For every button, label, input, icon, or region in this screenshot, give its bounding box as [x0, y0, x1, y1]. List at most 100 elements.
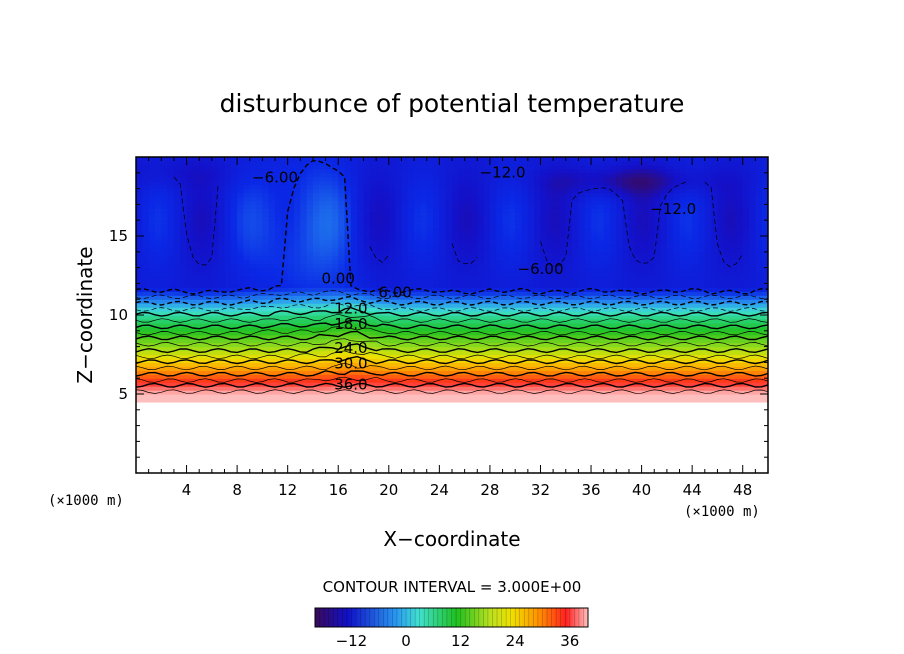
- field-cell: [268, 247, 276, 253]
- field-cell: [521, 394, 529, 399]
- field-cell: [420, 251, 428, 257]
- field-cell: [186, 378, 194, 383]
- field-cell: [515, 239, 523, 245]
- field-cell: [420, 208, 428, 213]
- field-cell: [483, 196, 491, 202]
- field-cell: [350, 216, 358, 221]
- field-cell: [287, 350, 295, 356]
- field-cell: [382, 176, 390, 182]
- field-cell: [294, 283, 301, 288]
- field-cell: [249, 303, 257, 308]
- field-cell: [546, 239, 554, 245]
- field-cell: [300, 239, 308, 245]
- field-cell: [268, 346, 276, 352]
- field-cell: [521, 291, 529, 296]
- field-cell: [628, 295, 636, 300]
- field-cell: [363, 322, 371, 328]
- field-cell: [287, 318, 295, 324]
- field-cell: [275, 176, 282, 182]
- field-cell: [433, 216, 440, 221]
- field-cell: [218, 394, 226, 399]
- field-cell: [426, 350, 434, 356]
- field-cell: [433, 318, 440, 324]
- field-cell: [173, 346, 181, 352]
- field-cell: [591, 299, 598, 304]
- field-cell: [136, 322, 143, 328]
- field-cell: [540, 228, 548, 233]
- field-cell: [148, 164, 156, 170]
- field-cell: [597, 239, 605, 245]
- field-cell: [553, 255, 561, 261]
- field-cell: [433, 196, 440, 202]
- field-cell: [439, 378, 447, 383]
- field-cell: [540, 394, 548, 399]
- field-cell: [464, 275, 472, 281]
- field-cell: [388, 172, 396, 178]
- field-cell: [224, 180, 232, 186]
- field-cell: [180, 228, 188, 233]
- field-cell: [597, 168, 605, 174]
- field-cell: [616, 271, 624, 277]
- field-cell: [192, 255, 200, 261]
- field-cell: [243, 204, 251, 209]
- field-cell: [439, 192, 447, 198]
- field-cell: [610, 311, 617, 316]
- field-cell: [294, 216, 301, 221]
- field-cell: [319, 299, 327, 304]
- field-cell: [420, 342, 428, 348]
- field-cell: [338, 232, 346, 237]
- field-cell: [578, 382, 586, 387]
- field-cell: [186, 283, 194, 288]
- field-cell: [565, 299, 573, 304]
- field-cell: [173, 208, 181, 213]
- field-cell: [331, 263, 339, 269]
- field-cell: [565, 322, 573, 328]
- field-cell: [496, 330, 504, 336]
- field-cell: [319, 220, 327, 225]
- field-cell: [249, 291, 257, 296]
- field-cell: [300, 354, 308, 360]
- field-cell: [249, 362, 257, 367]
- field-cell: [136, 176, 143, 182]
- field-cell: [167, 299, 175, 304]
- field-cell: [616, 291, 624, 296]
- field-cell: [458, 255, 466, 261]
- field-cell: [205, 251, 213, 257]
- field-cell: [230, 315, 238, 320]
- field-cell: [363, 295, 371, 300]
- field-cell: [578, 358, 586, 363]
- field-cell: [433, 366, 440, 371]
- field-cell: [445, 378, 453, 383]
- field-cell: [268, 160, 276, 166]
- field-cell: [294, 346, 301, 352]
- field-cell: [237, 350, 245, 356]
- field-cell: [186, 295, 194, 300]
- field-cell: [584, 176, 592, 182]
- field-cell: [401, 397, 409, 403]
- field-cell: [268, 168, 276, 174]
- field-cell: [616, 342, 624, 348]
- field-cell: [622, 164, 630, 170]
- field-cell: [610, 196, 617, 202]
- field-cell: [610, 216, 617, 221]
- field-cell: [205, 350, 213, 356]
- field-cell: [243, 157, 251, 162]
- field-cell: [205, 255, 213, 261]
- field-cell: [597, 291, 605, 296]
- field-cell: [338, 397, 346, 403]
- field-cell: [218, 196, 226, 202]
- field-cell: [325, 366, 333, 371]
- field-cell: [186, 204, 194, 209]
- field-cell: [262, 342, 270, 348]
- field-cell: [294, 315, 301, 320]
- field-cell: [338, 259, 346, 265]
- field-cell: [237, 291, 245, 296]
- field-cell: [218, 342, 226, 348]
- field-cell: [477, 386, 485, 391]
- field-cell: [192, 243, 200, 249]
- field-cell: [186, 303, 194, 308]
- field-cell: [603, 164, 611, 170]
- field-cell: [527, 378, 535, 383]
- field-cell: [275, 208, 282, 213]
- field-cell: [376, 188, 384, 194]
